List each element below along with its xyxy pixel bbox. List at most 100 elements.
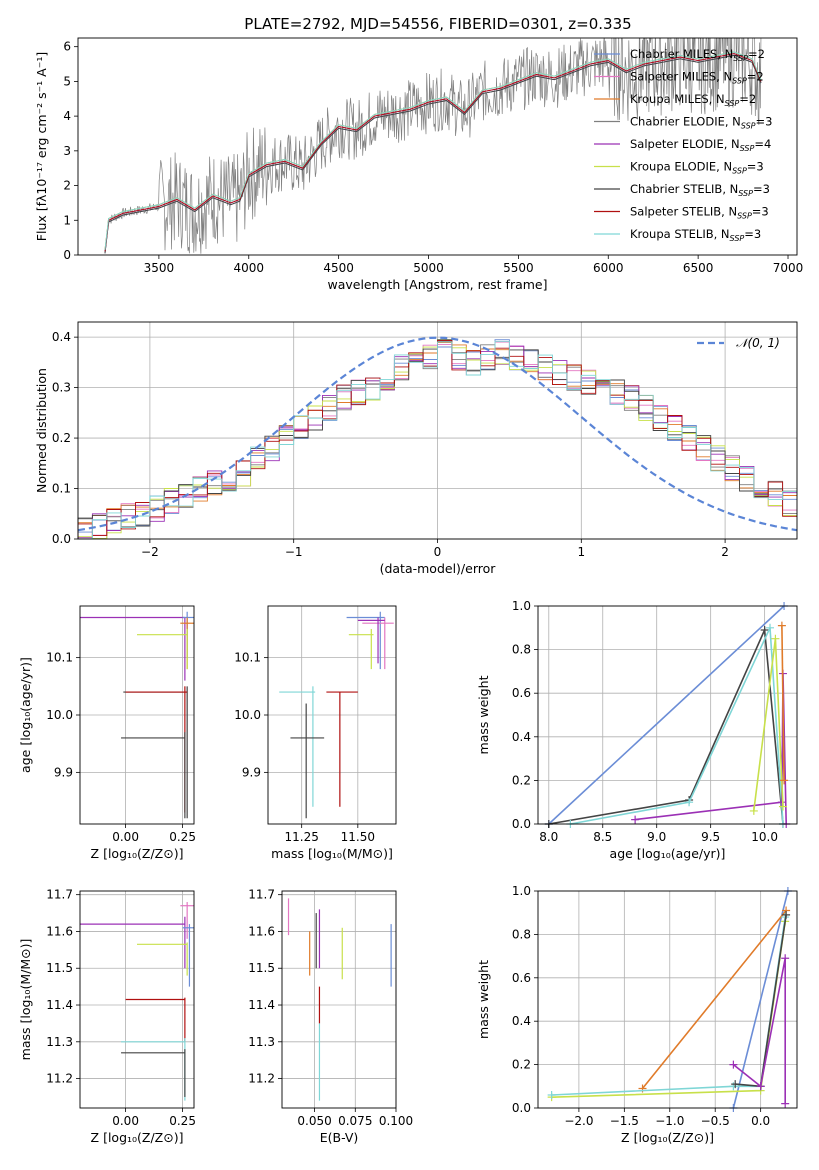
x-axis-label: Z [log₁₀(Z/Z⊙)] <box>91 846 184 861</box>
point-chabrier-stelib <box>121 732 186 819</box>
y-tick-label: 10.0 <box>234 708 261 722</box>
y-tick-label: 9.9 <box>54 765 73 779</box>
x-tick-label: −1.5 <box>610 1114 639 1128</box>
y-tick-label: 0.6 <box>512 686 531 700</box>
x-tick-label: 0.050 <box>297 1114 331 1128</box>
plot-area <box>287 898 392 1101</box>
series-kroupa-miles <box>641 909 787 1090</box>
y-tick-label: 11.3 <box>248 1035 275 1049</box>
x-tick-label: −2 <box>141 545 159 559</box>
series-marker <box>782 910 791 919</box>
x-tick-label: 4000 <box>233 261 264 275</box>
y-tick-label: 0.8 <box>512 643 531 657</box>
legend-sub: SSP <box>738 189 753 198</box>
series-marker <box>780 776 789 785</box>
series-kroupa-stelib <box>551 916 786 1096</box>
axes-frame <box>537 890 798 1109</box>
x-tick-label: 11.25 <box>285 830 319 844</box>
legend-name: Kroupa MILES, N <box>630 92 725 106</box>
hist-kroupa-stelib <box>78 340 797 540</box>
legend-label: Kroupa MILES, NSSP=2 <box>630 92 756 108</box>
legend-sub: SSP <box>733 54 748 63</box>
series-salpeter-elodie <box>635 673 787 825</box>
legend-sub: SSP <box>730 234 745 243</box>
series-marker <box>547 1090 556 1099</box>
series-marker <box>760 625 769 634</box>
series-marker <box>685 798 694 807</box>
y-tick-label: 11.7 <box>46 888 73 902</box>
x-tick-label: 0.0 <box>751 1114 770 1128</box>
grid <box>80 606 194 824</box>
y-tick-label: 2 <box>63 179 71 193</box>
legend-suffix: =3 <box>753 182 770 196</box>
x-tick-label: 6000 <box>593 261 624 275</box>
panel-residuals: 𝒩(0, 1) −2 −1 0 1 2 0.0 0.1 0.2 0.3 0.4 (data-model… <box>34 321 798 576</box>
x-tick-label: 3500 <box>144 261 175 275</box>
x-tick-label: 8.0 <box>539 830 558 844</box>
series-marker <box>756 1082 765 1091</box>
legend-sub: SSP <box>725 99 740 108</box>
y-tick-label: 10.0 <box>46 708 73 722</box>
legend-suffix: =2 <box>747 70 764 84</box>
point-salpeter-stelib <box>125 997 186 1042</box>
grid <box>268 606 396 824</box>
panel-mass-weight-vs-age: 8.0 8.5 9.0 9.5 10.0 0.0 0.2 0.4 0.6 0.8 1.0 age [l… <box>476 599 798 861</box>
y-tick-label: 0.6 <box>512 971 531 985</box>
point-salpeter-elodie <box>357 617 385 664</box>
axes-frame <box>267 605 397 825</box>
point-chabrier-stelib <box>121 1049 186 1097</box>
plot-area <box>544 602 791 828</box>
legend-suffix: =4 <box>754 137 771 151</box>
y-tick-label: 1 <box>63 213 71 227</box>
x-tick-label: 1 <box>577 545 585 559</box>
y-axis-label: mass weight <box>476 675 491 754</box>
x-tick-label: −1.0 <box>655 1114 684 1128</box>
y-tick-label: 0.4 <box>512 730 531 744</box>
legend-label: Chabrier STELIB, NSSP=3 <box>630 182 770 198</box>
y-tick-label: 0 <box>63 248 71 262</box>
y-tick-label: 11.5 <box>46 961 73 975</box>
x-axis-label: wavelength [Angstrom, rest frame] <box>327 277 547 292</box>
x-tick-label: 0.00 <box>112 1114 139 1128</box>
x-tick-label: 6500 <box>683 261 714 275</box>
y-tick-label: 11.3 <box>46 1035 73 1049</box>
model-kroupa-stelib <box>104 51 762 250</box>
legend-sub: SSP <box>732 77 747 86</box>
axes-frame <box>77 37 798 256</box>
axes-frame <box>77 321 798 540</box>
y-tick-label: 11.6 <box>46 924 73 938</box>
legend-name: Salpeter MILES, N <box>630 70 732 84</box>
legend-name: Kroupa ELODIE, N <box>630 160 732 174</box>
legend-name: Kroupa STELIB, N <box>630 227 730 241</box>
legend-label: Kroupa ELODIE, NSSP=3 <box>630 160 764 176</box>
series-chabrier-miles <box>548 605 785 825</box>
x-tick-label: 11.50 <box>341 830 375 844</box>
x-tick-label: 5500 <box>503 261 534 275</box>
legend-label: Salpeter MILES, NSSP=2 <box>630 70 764 86</box>
legend-suffix: =3 <box>752 205 769 219</box>
x-axis-label: Z [log₁₀(Z/Z⊙)] <box>91 1130 184 1145</box>
grid <box>282 891 397 1108</box>
series-marker <box>766 623 775 632</box>
y-tick-label: 0.0 <box>512 817 531 831</box>
legend-suffix: =2 <box>748 47 765 61</box>
series-marker <box>781 1099 790 1108</box>
series-marker <box>631 815 640 824</box>
legend-sub: SSP <box>737 212 752 221</box>
grid <box>538 890 797 1109</box>
axes-frame <box>537 605 798 825</box>
point-kroupa-elodie <box>137 628 188 670</box>
series-marker <box>777 621 786 630</box>
point-chabrier-stelib <box>290 703 325 819</box>
y-tick-label: 0.8 <box>512 927 531 941</box>
y-tick-label: 0.2 <box>52 431 71 445</box>
x-tick-label: 9.5 <box>701 830 720 844</box>
x-axis-label: mass [log₁₀(M/M⊙)] <box>271 846 393 861</box>
y-tick-label: 0.1 <box>52 482 71 496</box>
panel-age-vs-mass: 11.25 11.50 9.9 10.0 10.1 mass [log₁₀(M/M⊙)] <box>234 605 397 861</box>
point-salpeter-stelib <box>125 686 188 813</box>
y-tick-label: 11.4 <box>248 998 275 1012</box>
y-tick-label: 11.2 <box>46 1072 73 1086</box>
legend-label: Chabrier ELODIE, NSSP=3 <box>630 115 772 131</box>
